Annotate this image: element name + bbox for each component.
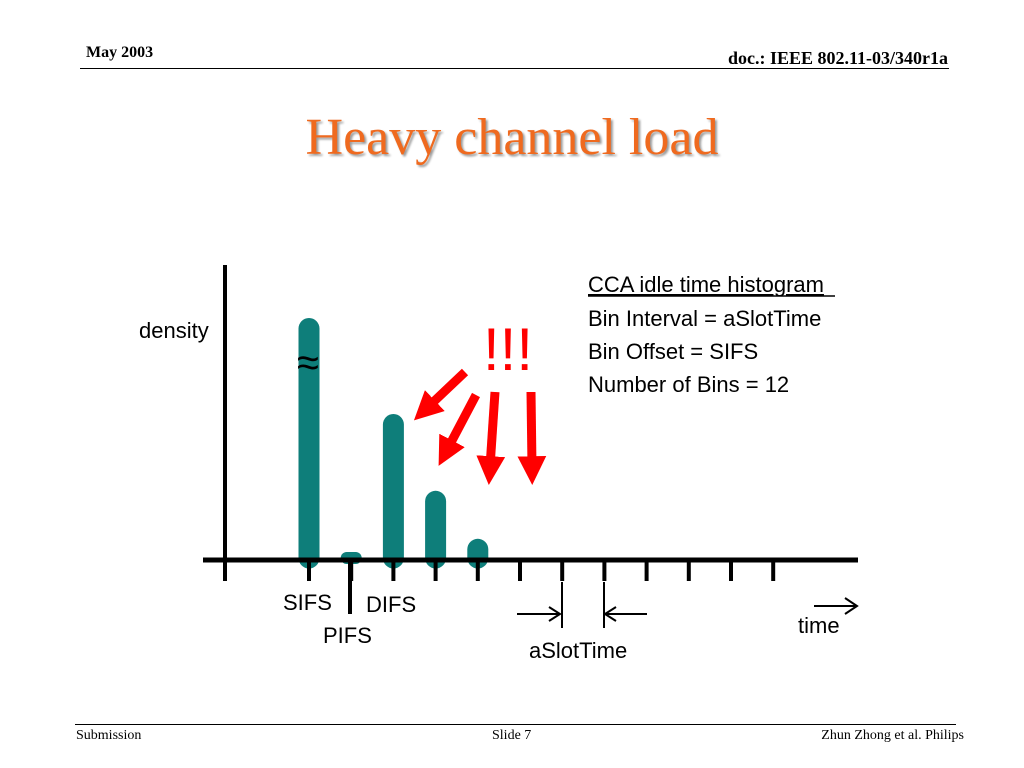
histogram-bar bbox=[382, 414, 404, 569]
header-rule bbox=[80, 68, 949, 69]
footer-submission: Submission bbox=[76, 728, 142, 743]
y-axis-label: density bbox=[139, 318, 209, 343]
footer-rule bbox=[75, 724, 956, 725]
difs-label: DIFS bbox=[366, 592, 416, 617]
time-arrow bbox=[814, 597, 859, 615]
bars-group bbox=[298, 318, 489, 569]
red-arrow-4 bbox=[517, 391, 547, 485]
slide-title: Heavy channel load bbox=[305, 109, 719, 166]
note-bin-interval: Bin Interval = aSlotTime bbox=[588, 306, 821, 331]
aslottime-label: aSlotTime bbox=[529, 638, 627, 663]
red-arrows bbox=[413, 368, 547, 485]
x-ticks bbox=[223, 560, 776, 581]
histogram-bar bbox=[425, 490, 447, 569]
histogram-bar bbox=[298, 318, 320, 569]
x-axis-label: time bbox=[798, 613, 840, 638]
footer-authors: Zhun Zhong et al. Philips bbox=[821, 728, 964, 743]
note-heading: CCA idle time histogram bbox=[588, 272, 824, 297]
sifs-label: SIFS bbox=[283, 590, 332, 615]
red-arrow-3 bbox=[476, 391, 506, 485]
header-date: May 2003 bbox=[86, 44, 154, 61]
aslottime-indicator bbox=[517, 582, 647, 628]
note-number-of-bins: Number of Bins = 12 bbox=[588, 372, 789, 397]
axis-break-symbol: ≈ bbox=[297, 341, 319, 385]
red-arrow-2 bbox=[438, 392, 480, 466]
pifs-label: PIFS bbox=[323, 623, 372, 648]
header-doc-id: doc.: IEEE 802.11-03/340r1a bbox=[727, 48, 948, 68]
note-bin-offset: Bin Offset = SIFS bbox=[588, 339, 758, 364]
exclamation-marks: !!! bbox=[483, 316, 533, 383]
red-arrow-1 bbox=[413, 368, 469, 421]
footer-slide-number: Slide 7 bbox=[492, 728, 532, 743]
